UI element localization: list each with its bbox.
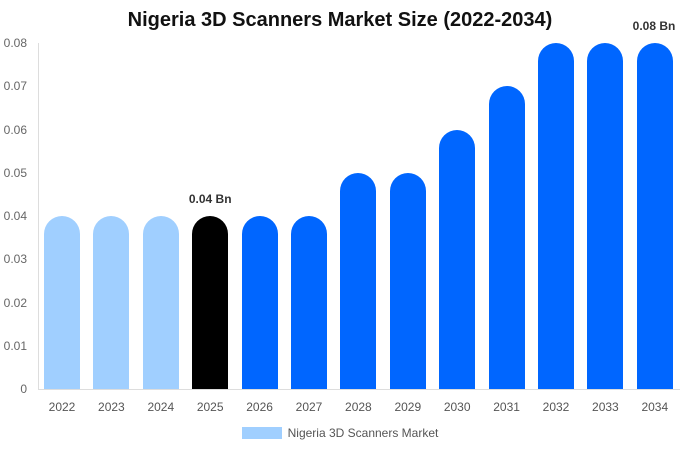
y-tick-label: 0.08 xyxy=(3,36,27,50)
x-axis-line xyxy=(38,389,680,390)
x-tick-label: 2028 xyxy=(345,400,372,414)
x-tick-label: 2025 xyxy=(196,400,224,414)
x-tick-label: 2030 xyxy=(443,400,471,414)
bar-2027[interactable] xyxy=(291,216,327,389)
x-tick-label: 2024 xyxy=(147,400,175,414)
x-tick-label: 2026 xyxy=(246,400,273,414)
y-tick-label: 0.05 xyxy=(3,165,27,180)
bar-2029[interactable] xyxy=(389,172,426,389)
x-tick-label: 2022 xyxy=(48,400,76,414)
x-tick-label: 2031 xyxy=(493,400,520,414)
legend-label: Nigeria 3D Scanners Market xyxy=(287,426,439,440)
bar-2022[interactable] xyxy=(44,216,80,389)
bar-2034[interactable] xyxy=(636,43,673,389)
y-tick-label: 0.04 xyxy=(3,209,27,223)
bar-2025[interactable] xyxy=(192,216,229,389)
bar-2024[interactable] xyxy=(142,216,179,389)
y-axis-line xyxy=(38,43,39,389)
legend-swatch xyxy=(241,427,282,439)
y-tick-label: 0.03 xyxy=(3,252,27,267)
x-tick-label: 2032 xyxy=(542,400,570,414)
x-tick-label: 2023 xyxy=(98,400,125,414)
x-tick-label: 2034 xyxy=(641,400,669,414)
data-label-2034: 0.08 Bn xyxy=(632,19,676,33)
data-label-2025: 0.04 Bn xyxy=(188,192,232,206)
y-tick-label: 0.06 xyxy=(3,122,27,137)
y-tick-label: 0.02 xyxy=(3,295,27,310)
y-tick-label: 0.07 xyxy=(3,79,27,94)
x-tick-label: 2033 xyxy=(592,400,619,414)
bar-2028[interactable] xyxy=(340,172,377,389)
bar-2026[interactable] xyxy=(241,216,278,389)
bar-2023[interactable] xyxy=(93,216,130,389)
bar-2033[interactable] xyxy=(587,43,624,389)
bar-2031[interactable] xyxy=(488,86,525,389)
bar-2032[interactable] xyxy=(538,43,574,389)
y-tick-label: 0 xyxy=(20,382,27,396)
bar-2030[interactable] xyxy=(439,129,476,389)
x-tick-label: 2029 xyxy=(394,400,422,414)
legend[interactable]: Nigeria 3D Scanners Market xyxy=(0,426,680,440)
y-tick-label: 0.01 xyxy=(3,338,27,353)
chart-title: Nigeria 3D Scanners Market Size (2022-20… xyxy=(127,9,553,31)
x-tick-label: 2027 xyxy=(295,400,323,414)
